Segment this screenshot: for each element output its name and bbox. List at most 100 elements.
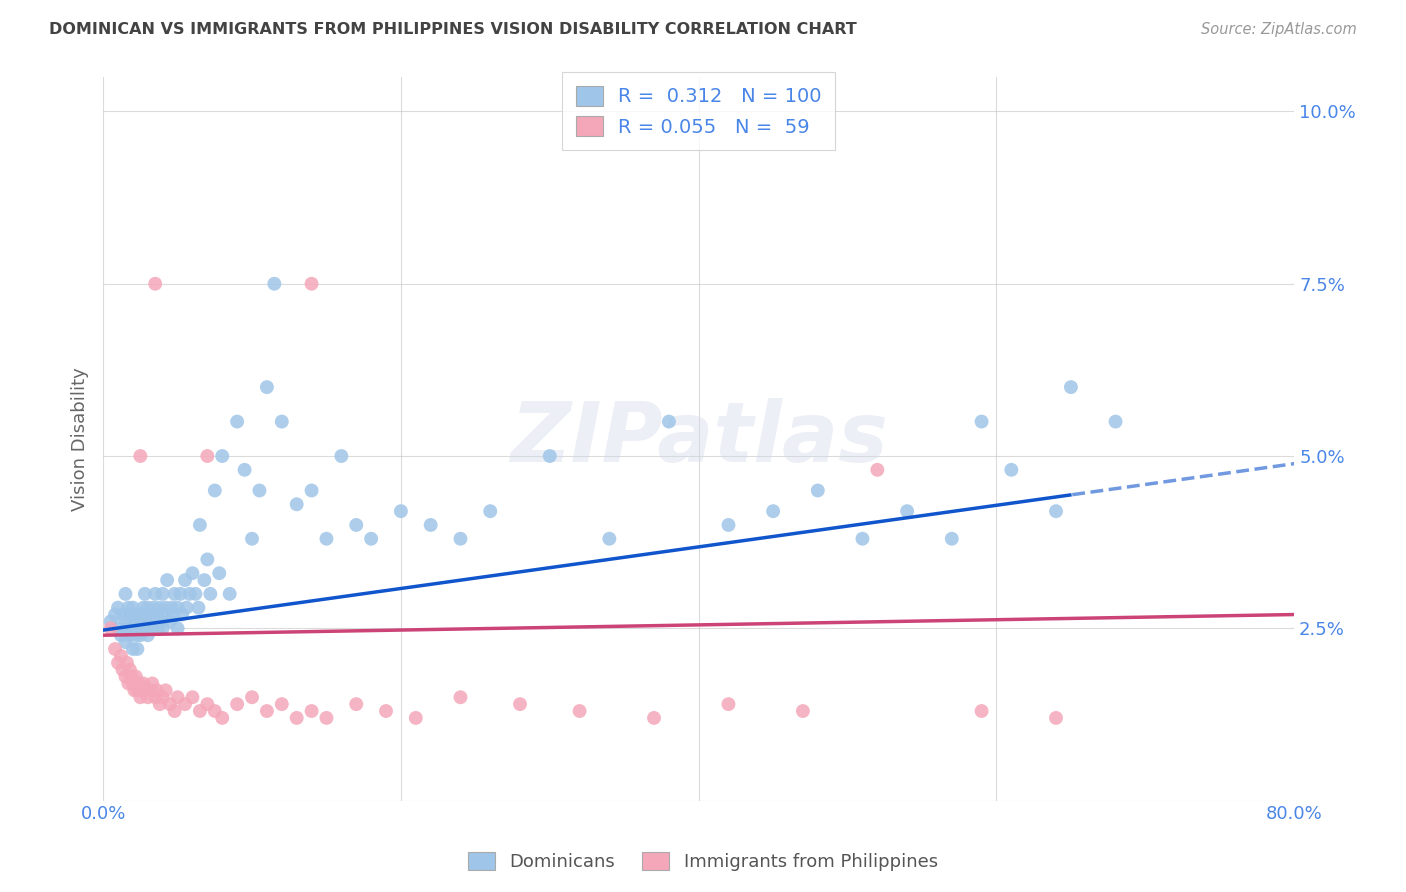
Point — [155, 600, 177, 615]
Text: Source: ZipAtlas.com: Source: ZipAtlas.com — [1201, 22, 1357, 37]
Point — [122, 600, 145, 615]
Point — [170, 607, 193, 622]
Point — [100, 615, 122, 629]
Point — [128, 621, 150, 635]
Point — [405, 711, 427, 725]
Point — [163, 587, 186, 601]
Point — [174, 573, 197, 587]
Point — [143, 277, 166, 291]
Point — [139, 683, 162, 698]
Point — [131, 683, 153, 698]
Point — [240, 532, 263, 546]
Point — [449, 690, 471, 705]
Point — [156, 573, 179, 587]
Point — [141, 607, 163, 622]
Point — [263, 277, 285, 291]
Point — [866, 463, 889, 477]
Point — [375, 704, 398, 718]
Point — [136, 600, 159, 615]
Point — [107, 621, 129, 635]
Point — [117, 600, 139, 615]
Point — [100, 621, 122, 635]
Point — [174, 697, 197, 711]
Point — [717, 518, 740, 533]
Point — [233, 463, 256, 477]
Point — [129, 690, 152, 705]
Point — [111, 607, 134, 622]
Point — [139, 621, 162, 635]
Point — [1045, 504, 1067, 518]
Point — [187, 600, 209, 615]
Point — [107, 600, 129, 615]
Point — [344, 697, 367, 711]
Point — [598, 532, 620, 546]
Point — [256, 380, 278, 394]
Point — [166, 621, 188, 635]
Point — [127, 615, 149, 629]
Point — [114, 587, 136, 601]
Point — [160, 600, 183, 615]
Point — [181, 566, 204, 581]
Point — [115, 656, 138, 670]
Point — [149, 600, 172, 615]
Point — [143, 690, 166, 705]
Point — [851, 532, 873, 546]
Point — [195, 552, 218, 566]
Point — [204, 483, 226, 498]
Point — [152, 690, 174, 705]
Point — [658, 415, 681, 429]
Point — [148, 621, 170, 635]
Point — [211, 711, 233, 725]
Point — [118, 607, 141, 622]
Point — [143, 615, 166, 629]
Point — [132, 600, 155, 615]
Point — [449, 532, 471, 546]
Point — [128, 676, 150, 690]
Point — [122, 621, 145, 635]
Point — [807, 483, 830, 498]
Point — [200, 587, 222, 601]
Point — [104, 642, 127, 657]
Point — [122, 642, 145, 657]
Point — [163, 704, 186, 718]
Point — [538, 449, 561, 463]
Point — [150, 615, 173, 629]
Point — [114, 615, 136, 629]
Point — [136, 628, 159, 642]
Point — [132, 676, 155, 690]
Point — [122, 676, 145, 690]
Point — [762, 504, 785, 518]
Point — [120, 669, 142, 683]
Point — [162, 607, 184, 622]
Point — [301, 483, 323, 498]
Point — [941, 532, 963, 546]
Point — [166, 690, 188, 705]
Point — [145, 683, 167, 698]
Point — [141, 676, 163, 690]
Point — [226, 697, 249, 711]
Point — [169, 587, 191, 601]
Point — [134, 621, 156, 635]
Point — [136, 690, 159, 705]
Text: ZIPatlas: ZIPatlas — [510, 399, 887, 479]
Point — [118, 628, 141, 642]
Point — [138, 615, 160, 629]
Point — [285, 711, 308, 725]
Point — [127, 683, 149, 698]
Point — [129, 449, 152, 463]
Point — [208, 566, 231, 581]
Point — [301, 277, 323, 291]
Point — [301, 704, 323, 718]
Point — [142, 600, 165, 615]
Point — [134, 683, 156, 698]
Text: DOMINICAN VS IMMIGRANTS FROM PHILIPPINES VISION DISABILITY CORRELATION CHART: DOMINICAN VS IMMIGRANTS FROM PHILIPPINES… — [49, 22, 858, 37]
Point — [107, 656, 129, 670]
Point — [188, 704, 211, 718]
Point — [204, 704, 226, 718]
Point — [127, 642, 149, 657]
Point — [153, 607, 176, 622]
Point — [114, 669, 136, 683]
Point — [134, 587, 156, 601]
Point — [104, 607, 127, 622]
Point — [1045, 711, 1067, 725]
